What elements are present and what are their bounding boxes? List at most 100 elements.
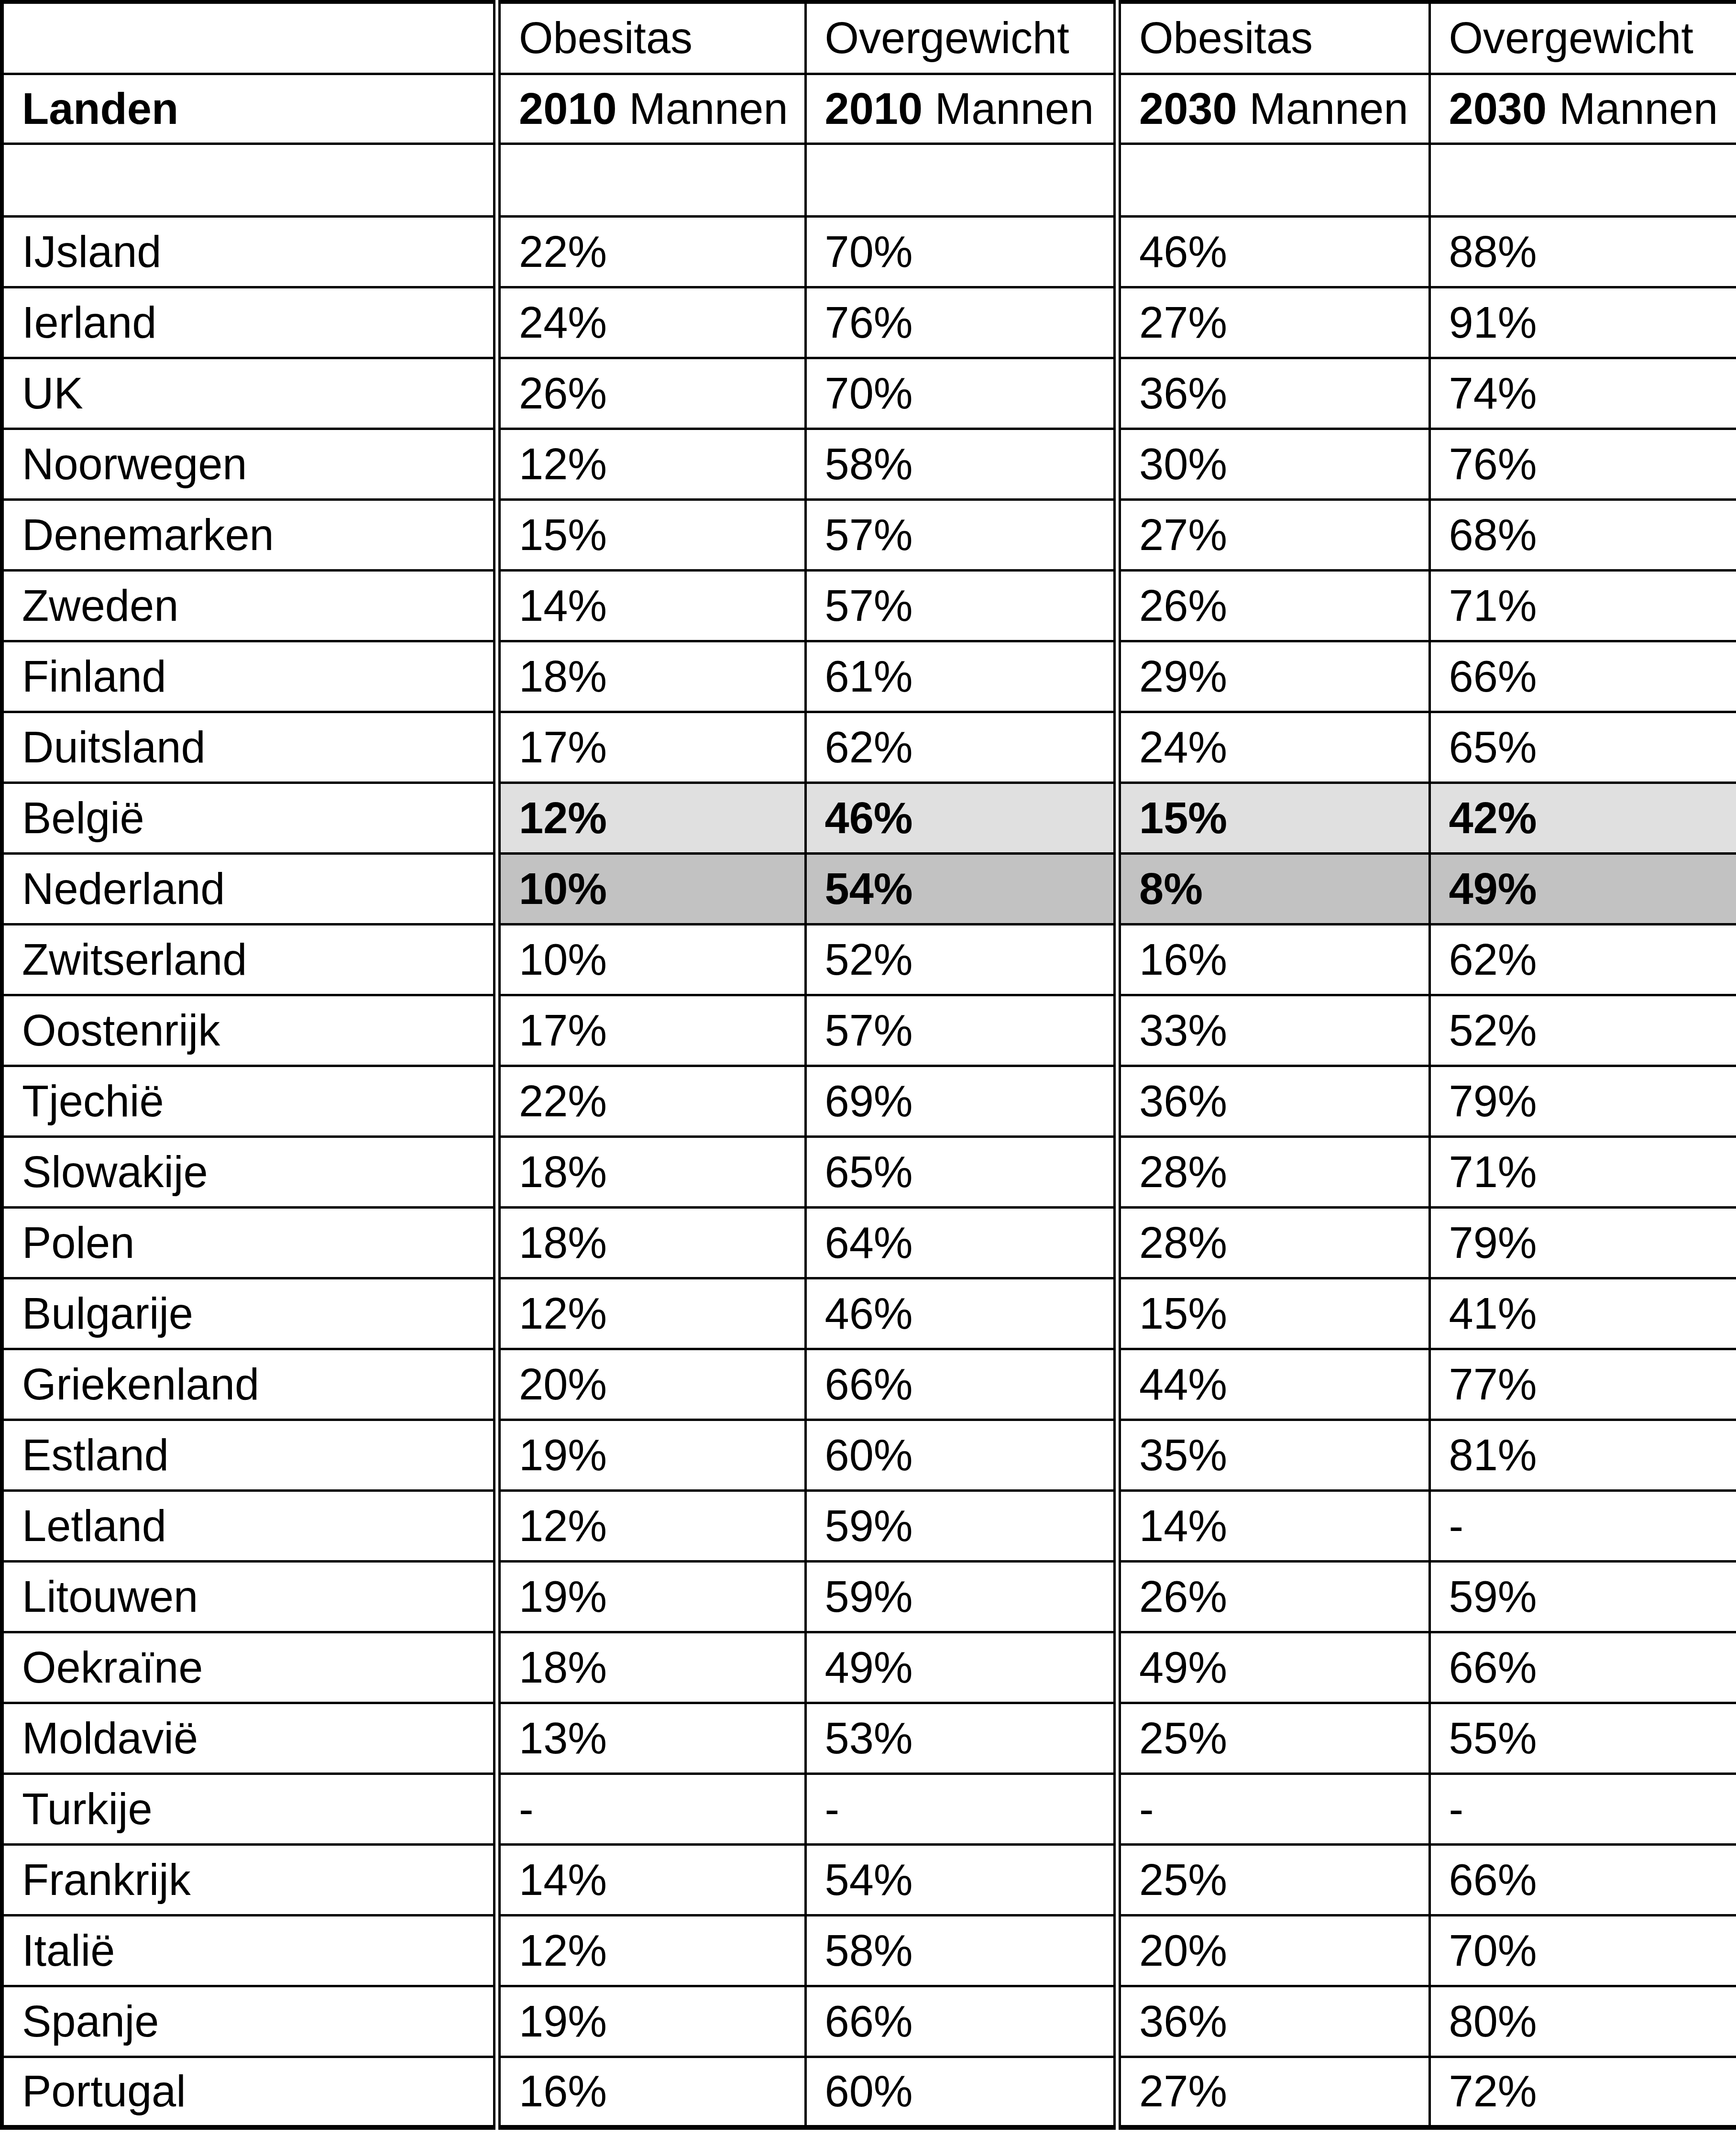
table-row: Finland18%61%29%66%	[2, 641, 1736, 712]
header-obesitas-2030: Obesitas	[1117, 2, 1429, 74]
value-cell: 14%	[1117, 1490, 1429, 1561]
table-row: Noorwegen12%58%30%76%	[2, 429, 1736, 499]
table-row: Bulgarije12%46%15%41%	[2, 1278, 1736, 1349]
group-label: Mannen	[1559, 84, 1718, 133]
value-cell: 71%	[1429, 1136, 1736, 1207]
value-cell: 15%	[1117, 1278, 1429, 1349]
header-overgewicht-2010: Overgewicht	[805, 2, 1117, 74]
value-cell: 57%	[805, 995, 1117, 1066]
value-cell: -	[1429, 1490, 1736, 1561]
value-cell: 12%	[497, 1915, 805, 1986]
spacer-row	[2, 143, 1736, 216]
header-landen: Landen	[2, 74, 497, 143]
country-cell: IJsland	[2, 216, 497, 287]
value-cell: 14%	[497, 1844, 805, 1915]
table-row: Oostenrijk17%57%33%52%	[2, 995, 1736, 1066]
group-label: Mannen	[629, 84, 788, 133]
country-cell: Italië	[2, 1915, 497, 1986]
table-row: Spanje19%66%36%80%	[2, 1986, 1736, 2057]
header-year-cell: 2030 Mannen	[1117, 74, 1429, 143]
country-cell: Bulgarije	[2, 1278, 497, 1349]
spacer-cell	[497, 143, 805, 216]
value-cell: 65%	[805, 1136, 1117, 1207]
value-cell: 58%	[805, 429, 1117, 499]
value-cell: 66%	[805, 1349, 1117, 1420]
value-cell: 66%	[1429, 1844, 1736, 1915]
value-cell: 54%	[805, 853, 1117, 924]
table-row: Estland19%60%35%81%	[2, 1420, 1736, 1490]
value-cell: 25%	[1117, 1844, 1429, 1915]
value-cell: -	[805, 1773, 1117, 1844]
header-row-measures: Obesitas Overgewicht Obesitas Overgewich…	[2, 2, 1736, 74]
value-cell: 15%	[1117, 782, 1429, 853]
value-cell: 19%	[497, 1986, 805, 2057]
value-cell: 49%	[1117, 1632, 1429, 1703]
spacer-cell	[2, 143, 497, 216]
value-cell: 59%	[805, 1561, 1117, 1632]
value-cell: 18%	[497, 641, 805, 712]
value-cell: 70%	[805, 216, 1117, 287]
year-label: 2030	[1449, 84, 1547, 133]
value-cell: 71%	[1429, 570, 1736, 641]
value-cell: 49%	[1429, 853, 1736, 924]
country-cell: Ierland	[2, 287, 497, 358]
value-cell: 77%	[1429, 1349, 1736, 1420]
value-cell: 27%	[1117, 287, 1429, 358]
value-cell: 26%	[497, 358, 805, 429]
value-cell: 24%	[497, 287, 805, 358]
value-cell: 55%	[1429, 1703, 1736, 1773]
value-cell: 66%	[805, 1986, 1117, 2057]
spacer-cell	[1117, 143, 1429, 216]
value-cell: 62%	[1429, 924, 1736, 995]
value-cell: 14%	[497, 570, 805, 641]
value-cell: 26%	[1117, 1561, 1429, 1632]
value-cell: 70%	[805, 358, 1117, 429]
year-label: 2010	[825, 84, 923, 133]
value-cell: 61%	[805, 641, 1117, 712]
value-cell: 12%	[497, 1278, 805, 1349]
value-cell: 10%	[497, 853, 805, 924]
value-cell: 88%	[1429, 216, 1736, 287]
country-cell: Letland	[2, 1490, 497, 1561]
country-cell: Finland	[2, 641, 497, 712]
table-row: Oekraïne18%49%49%66%	[2, 1632, 1736, 1703]
header-overgewicht-2030: Overgewicht	[1429, 2, 1736, 74]
table-row: Denemarken15%57%27%68%	[2, 499, 1736, 570]
value-cell: 53%	[805, 1703, 1117, 1773]
table-row: Griekenland20%66%44%77%	[2, 1349, 1736, 1420]
value-cell: 12%	[497, 429, 805, 499]
table-row: Zwitserland10%52%16%62%	[2, 924, 1736, 995]
country-cell: Griekenland	[2, 1349, 497, 1420]
value-cell: 35%	[1117, 1420, 1429, 1490]
value-cell: 19%	[497, 1561, 805, 1632]
value-cell: 46%	[805, 782, 1117, 853]
value-cell: 18%	[497, 1207, 805, 1278]
value-cell: 19%	[497, 1420, 805, 1490]
value-cell: 70%	[1429, 1915, 1736, 1986]
value-cell: 26%	[1117, 570, 1429, 641]
value-cell: 49%	[805, 1632, 1117, 1703]
value-cell: 80%	[1429, 1986, 1736, 2057]
value-cell: 52%	[1429, 995, 1736, 1066]
value-cell: -	[1429, 1773, 1736, 1844]
table-row: Turkije----	[2, 1773, 1736, 1844]
value-cell: 28%	[1117, 1207, 1429, 1278]
value-cell: 46%	[1117, 216, 1429, 287]
year-label: 2030	[1139, 84, 1237, 133]
table-row: Frankrijk14%54%25%66%	[2, 1844, 1736, 1915]
value-cell: 42%	[1429, 782, 1736, 853]
country-cell: Portugal	[2, 2057, 497, 2127]
header-empty-cell	[2, 2, 497, 74]
value-cell: -	[1117, 1773, 1429, 1844]
value-cell: 59%	[1429, 1561, 1736, 1632]
header-year-cell: 2030 Mannen	[1429, 74, 1736, 143]
table-row: Tjechië22%69%36%79%	[2, 1066, 1736, 1136]
value-cell: 27%	[1117, 499, 1429, 570]
value-cell: 29%	[1117, 641, 1429, 712]
table-row: Italië12%58%20%70%	[2, 1915, 1736, 1986]
value-cell: 20%	[497, 1349, 805, 1420]
value-cell: 76%	[805, 287, 1117, 358]
value-cell: 41%	[1429, 1278, 1736, 1349]
value-cell: 36%	[1117, 1066, 1429, 1136]
country-cell: Oekraïne	[2, 1632, 497, 1703]
